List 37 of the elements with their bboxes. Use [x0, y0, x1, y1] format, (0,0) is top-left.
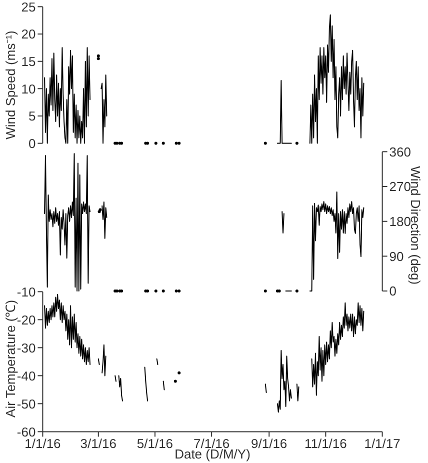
- y-tick-label: -30: [16, 340, 36, 356]
- y-tick-label: 5: [28, 108, 36, 124]
- x-tick-label: 11/1/16: [304, 436, 347, 451]
- y2-tick-label: 270: [389, 179, 412, 194]
- y-tick-label: 10: [21, 81, 36, 96]
- point: [96, 57, 100, 60]
- x-tick-label: 5/1/16: [136, 436, 174, 451]
- x-tick-label: 1/1/17: [364, 436, 400, 451]
- y-tick-label: -20: [16, 312, 36, 328]
- point: [96, 54, 100, 58]
- x-tick-label: 3/1/16: [80, 436, 116, 451]
- y-tick-label: 20: [21, 26, 36, 42]
- point: [162, 290, 165, 292]
- y-tick-label: -50: [16, 396, 36, 412]
- point: [295, 290, 298, 292]
- point: [154, 290, 158, 292]
- x-tick-label: 9/1/16: [251, 436, 288, 451]
- y2-tick-label: 90: [389, 248, 404, 264]
- y-tick-label: 0: [28, 136, 36, 151]
- y-tick-label: 25: [21, 0, 36, 14]
- point: [178, 290, 181, 292]
- point: [264, 290, 267, 292]
- point: [162, 142, 165, 145]
- point: [174, 142, 178, 145]
- point: [178, 142, 181, 145]
- y-tick-label: 15: [21, 54, 36, 69]
- point: [295, 142, 298, 145]
- point: [174, 290, 178, 292]
- y-tick-label: -40: [16, 368, 36, 384]
- y2-tick-label: 360: [389, 144, 412, 160]
- point: [264, 142, 267, 145]
- y2-tick-label: 0: [389, 284, 397, 299]
- y-axis-title: Wind Speed (ms⁻¹): [2, 30, 18, 140]
- y-axis-title: Air Temperature (℃): [2, 300, 18, 418]
- y2-tick-label: 180: [389, 214, 412, 229]
- point: [154, 142, 158, 145]
- y-tick-label: -10: [16, 284, 36, 300]
